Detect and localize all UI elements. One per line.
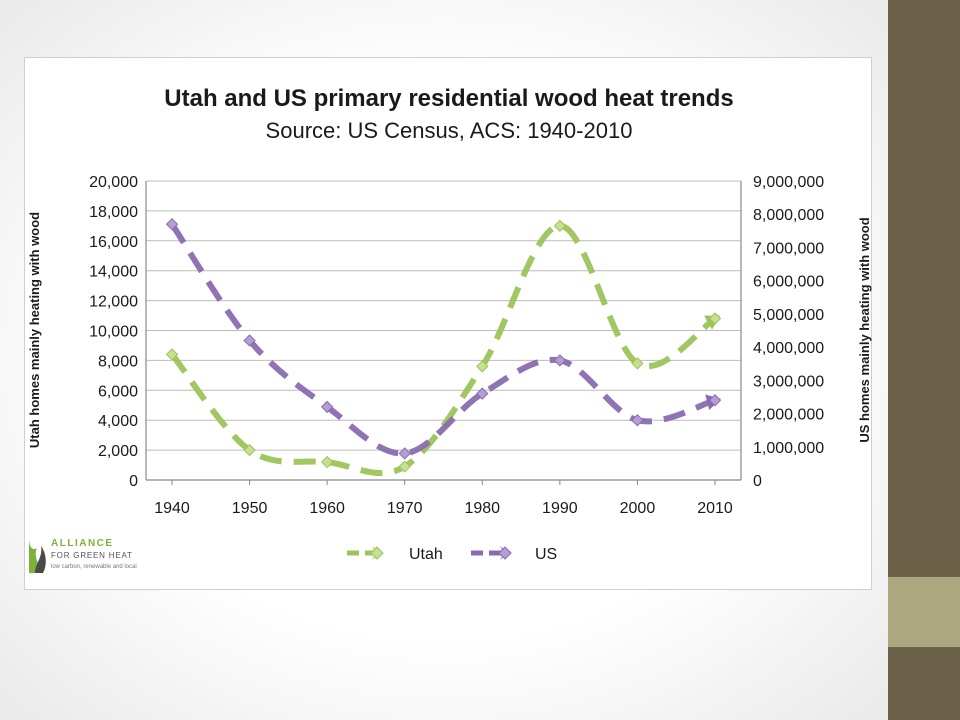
x-tick-label: 1950 [232, 500, 268, 517]
legend: Utah US [347, 546, 557, 563]
legend-us-marker-icon [498, 546, 512, 560]
left-tick-label: 2,000 [98, 443, 138, 460]
x-tick-label: 1970 [387, 500, 423, 517]
data-point-us [243, 334, 256, 347]
chart-title: Utah and US primary residential wood hea… [164, 85, 733, 112]
alliance-logo: ALLIANCE FOR GREEN HEAT low carbon, rene… [29, 538, 137, 573]
logo-line3: low carbon, renewable and local [51, 564, 137, 570]
data-point-us [165, 217, 179, 231]
right-axis-ticks: 0 1,000,000 2,000,000 3,000,000 4,000,000 5,0… [753, 174, 824, 490]
line-chart: Utah and US primary residential wood hea… [27, 85, 872, 573]
data-point-utah [165, 348, 179, 361]
data-point-utah [398, 460, 411, 473]
left-axis-label: Utah homes mainly heating with wood [27, 212, 42, 448]
data-point-utah [631, 357, 644, 370]
left-tick-label: 0 [129, 473, 138, 490]
data-point-us [476, 387, 489, 400]
data-point-us [708, 394, 722, 407]
left-tick-label: 16,000 [89, 234, 138, 251]
right-tick-label: 9,000,000 [753, 174, 824, 191]
x-tick-label: 1990 [542, 500, 578, 517]
right-tick-label: 2,000,000 [753, 407, 824, 424]
right-tick-label: 4,000,000 [753, 340, 824, 357]
right-tick-label: 6,000,000 [753, 274, 824, 291]
data-point-us [631, 413, 644, 427]
data-point-utah [553, 219, 567, 233]
right-tick-label: 5,000,000 [753, 307, 824, 324]
left-tick-label: 20,000 [89, 174, 138, 191]
chart-panel: Utah and US primary residential wood hea… [24, 57, 872, 590]
accent-band-middle [888, 577, 960, 647]
series-line-utah [169, 222, 717, 477]
data-point-us [398, 447, 411, 460]
legend-utah-label: Utah [409, 546, 443, 563]
data-point-utah [243, 443, 256, 457]
accent-band-bottom [888, 647, 960, 720]
left-tick-label: 10,000 [89, 324, 138, 341]
right-tick-label: 7,000,000 [753, 240, 824, 257]
legend-utah-marker-icon [370, 546, 384, 560]
legend-us-label: US [535, 546, 557, 563]
data-point-us [320, 400, 334, 414]
left-tick-label: 14,000 [89, 264, 138, 281]
data-point-utah [476, 360, 489, 373]
left-tick-label: 8,000 [98, 353, 138, 370]
accent-band-top [888, 0, 960, 577]
data-point-utah [708, 312, 722, 325]
logo-line2: FOR GREEN HEAT [51, 551, 133, 560]
logo-line1: ALLIANCE [51, 538, 114, 549]
right-tick-label: 3,000,000 [753, 373, 824, 390]
right-tick-label: 0 [753, 473, 762, 490]
x-axis-ticks: 1940 1950 1960 1970 1980 1990 2000 2010 [154, 480, 733, 517]
x-tick-label: 2000 [620, 500, 656, 517]
left-tick-label: 4,000 [98, 413, 138, 430]
right-axis-label: US homes mainly heating with wood [857, 217, 872, 442]
left-tick-label: 12,000 [89, 294, 138, 311]
series-lines [165, 217, 722, 477]
x-tick-label: 1980 [464, 500, 500, 517]
right-tick-label: 8,000,000 [753, 207, 824, 224]
right-tick-label: 1,000,000 [753, 440, 824, 457]
x-tick-label: 1960 [309, 500, 345, 517]
x-tick-label: 1940 [154, 500, 190, 517]
data-point-us [553, 354, 567, 367]
x-tick-label: 2010 [697, 500, 733, 517]
data-point-utah [320, 455, 334, 469]
chart-subtitle: Source: US Census, ACS: 1940-2010 [266, 118, 633, 143]
left-tick-label: 18,000 [89, 204, 138, 221]
gridlines [145, 180, 742, 481]
left-axis-ticks: 0 2,000 4,000 6,000 8,000 10,000 12,000 14,000 1… [89, 174, 138, 490]
flame-leaf-icon [29, 538, 46, 573]
left-tick-label: 6,000 [98, 383, 138, 400]
